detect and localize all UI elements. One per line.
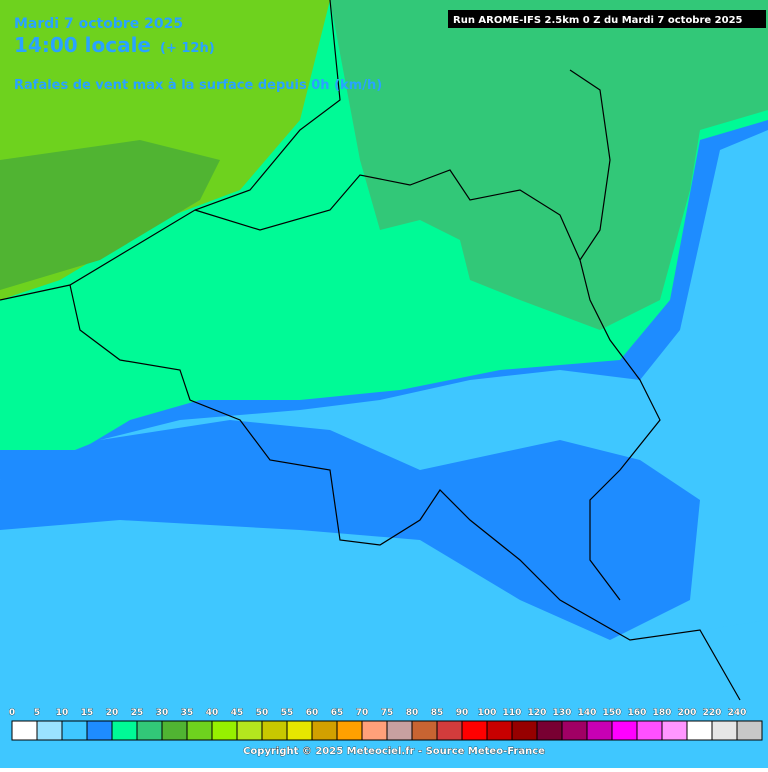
coastline [0, 0, 341, 301]
legend-swatch [86, 720, 113, 741]
legend-label: 100 [478, 708, 497, 718]
legend-label: 20 [106, 708, 119, 718]
run-box [448, 10, 766, 28]
legend-swatch [261, 720, 288, 741]
wind-zone-10 [0, 520, 768, 768]
legend-label: 140 [578, 708, 597, 718]
legend-swatch [336, 720, 363, 741]
legend-swatch [111, 720, 138, 741]
legend-label: 85 [431, 708, 444, 718]
legend-label: 70 [356, 708, 369, 718]
wind-zone-30 [0, 140, 220, 290]
legend-swatch [161, 720, 188, 741]
legend-swatch [211, 720, 238, 741]
lead: (+ 12h) [160, 41, 215, 56]
legend-swatch [411, 720, 438, 741]
legend-label: 35 [181, 708, 194, 718]
legend-label: 240 [728, 708, 747, 718]
legend: 0 5 10 15 20 25 30 35 40 45 50 55 60 65 70 75 80 85 90 100 1… [9, 708, 763, 741]
legend-label: 45 [231, 708, 244, 718]
border-south [69, 284, 741, 701]
legend-label: 90 [456, 708, 469, 718]
legend-swatch [636, 720, 663, 741]
legend-swatch [386, 720, 413, 741]
legend-swatch [36, 720, 63, 741]
legend-swatch [186, 720, 213, 741]
legend-label: 50 [256, 708, 269, 718]
legend-label: 75 [381, 708, 394, 718]
border-east [194, 169, 661, 601]
legend-swatch [361, 720, 388, 741]
copyright: Copyright © 2025 Meteociel.fr - Source M… [243, 746, 545, 757]
legend-swatch [11, 720, 38, 741]
legend-label: 40 [206, 708, 219, 718]
legend-swatch [236, 720, 263, 741]
legend-label: 220 [703, 708, 722, 718]
legend-swatch [311, 720, 338, 741]
legend-swatch [61, 720, 88, 741]
legend-label: 120 [528, 708, 547, 718]
parameter: Rafales de vent max à la surface depuis … [14, 78, 382, 93]
wind-zone-15b [0, 420, 700, 640]
legend-label: 110 [503, 708, 522, 718]
legend-swatch [711, 720, 738, 741]
legend-swatch [286, 720, 313, 741]
legend-label: 15 [81, 708, 94, 718]
legend-label: 10 [56, 708, 69, 718]
borders [0, 0, 741, 701]
legend-swatch [536, 720, 563, 741]
legend-swatch [511, 720, 538, 741]
legend-swatch [586, 720, 613, 741]
legend-swatch [611, 720, 638, 741]
legend-swatch [486, 720, 513, 741]
legend-swatch [461, 720, 488, 741]
legend-swatch [436, 720, 463, 741]
legend-label: 80 [406, 708, 419, 718]
legend-label: 55 [281, 708, 294, 718]
wind-zone-25 [330, 0, 768, 330]
legend-label: 65 [331, 708, 344, 718]
legend-label: 180 [653, 708, 672, 718]
legend-swatch [136, 720, 163, 741]
legend-label: 5 [34, 708, 40, 718]
legend-label: 60 [306, 708, 319, 718]
legend-label: 150 [603, 708, 622, 718]
legend-label: 25 [131, 708, 144, 718]
legend-swatch [736, 720, 763, 741]
legend-label: 200 [678, 708, 697, 718]
legend-label: 130 [553, 708, 572, 718]
date: Mardi 7 octobre 2025 [14, 16, 183, 32]
legend-label: 30 [156, 708, 169, 718]
legend-label: 160 [628, 708, 647, 718]
legend-swatch [561, 720, 588, 741]
time: 14:00 locale [14, 33, 151, 57]
legend-label: 0 [9, 708, 15, 718]
legend-swatch [686, 720, 713, 741]
border-north [569, 69, 611, 261]
run: Run AROME-IFS 2.5km 0 Z du Mardi 7 octob… [453, 15, 743, 26]
legend-swatch [661, 720, 688, 741]
